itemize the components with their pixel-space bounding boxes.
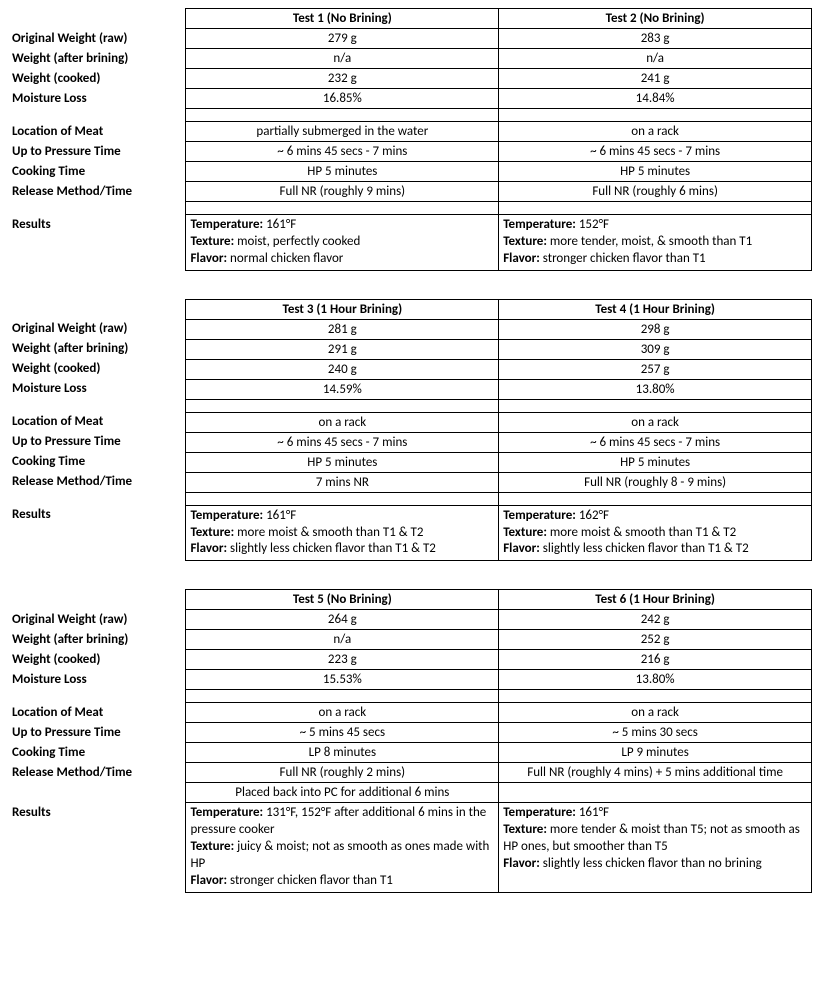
cell-value: ~ 6 mins 45 secs - 7 mins bbox=[499, 142, 812, 162]
row-label: Original Weight (raw) bbox=[8, 610, 186, 630]
cell-value: n/a bbox=[499, 49, 812, 69]
row-label-results: Results bbox=[8, 803, 186, 892]
results-cell: Temperature: 131°F, 152°F after addition… bbox=[186, 803, 499, 892]
row-label: Location of Meat bbox=[8, 412, 186, 432]
row-label: Weight (cooked) bbox=[8, 69, 186, 89]
cell-value: HP 5 minutes bbox=[499, 162, 812, 182]
cell-value: LP 9 minutes bbox=[499, 743, 812, 763]
cell-value: 242 g bbox=[499, 610, 812, 630]
row-label: Up to Pressure Time bbox=[8, 142, 186, 162]
results-cell: Temperature: 161°FTexture: moist, perfec… bbox=[186, 215, 499, 271]
tables-container: Test 1 (No Brining)Test 2 (No Brining) Or… bbox=[8, 8, 812, 893]
cell-value: on a rack bbox=[499, 412, 812, 432]
cell-extra: Placed back into PC for additional 6 min… bbox=[186, 783, 499, 803]
cell-value: HP 5 minutes bbox=[186, 452, 499, 472]
cell-value: 241 g bbox=[499, 69, 812, 89]
results-cell: Temperature: 161°FTexture: more moist & … bbox=[186, 505, 499, 561]
cell-value: 7 mins NR bbox=[186, 472, 499, 492]
cell-value: Full NR (roughly 9 mins) bbox=[186, 182, 499, 202]
test-title: Test 4 (1 Hour Brining) bbox=[499, 299, 812, 319]
cell-value: on a rack bbox=[499, 122, 812, 142]
row-label: Location of Meat bbox=[8, 703, 186, 723]
row-label: Weight (after brining) bbox=[8, 49, 186, 69]
cell-value: 264 g bbox=[186, 610, 499, 630]
cell-value: Full NR (roughly 6 mins) bbox=[499, 182, 812, 202]
row-label: Cooking Time bbox=[8, 162, 186, 182]
cell-value: HP 5 minutes bbox=[499, 452, 812, 472]
row-label: Release Method/Time bbox=[8, 472, 186, 492]
cell-value: 232 g bbox=[186, 69, 499, 89]
row-label: Original Weight (raw) bbox=[8, 319, 186, 339]
test-title: Test 3 (1 Hour Brining) bbox=[186, 299, 499, 319]
cell-value: 252 g bbox=[499, 630, 812, 650]
row-label-results: Results bbox=[8, 505, 186, 561]
row-label: Cooking Time bbox=[8, 743, 186, 763]
cell-value: on a rack bbox=[499, 703, 812, 723]
row-label: Weight (after brining) bbox=[8, 339, 186, 359]
cell-value: 240 g bbox=[186, 359, 499, 379]
row-label-results: Results bbox=[8, 215, 186, 271]
test-pair-table-3: Test 5 (No Brining)Test 6 (1 Hour Brinin… bbox=[8, 589, 812, 892]
row-label: Weight (after brining) bbox=[8, 630, 186, 650]
cell-value: partially submerged in the water bbox=[186, 122, 499, 142]
test-title: Test 6 (1 Hour Brining) bbox=[499, 590, 812, 610]
row-label: Up to Pressure Time bbox=[8, 432, 186, 452]
cell-value: 283 g bbox=[499, 29, 812, 49]
row-label: Original Weight (raw) bbox=[8, 29, 186, 49]
cell-value: n/a bbox=[186, 630, 499, 650]
row-label: Release Method/Time bbox=[8, 182, 186, 202]
cell-value: ~ 6 mins 45 secs - 7 mins bbox=[186, 432, 499, 452]
row-label: Release Method/Time bbox=[8, 763, 186, 783]
cell-value: 14.84% bbox=[499, 89, 812, 109]
cell-value: Full NR (roughly 4 mins) + 5 mins additi… bbox=[499, 763, 812, 783]
test-title: Test 5 (No Brining) bbox=[186, 590, 499, 610]
row-label: Cooking Time bbox=[8, 452, 186, 472]
row-label: Up to Pressure Time bbox=[8, 723, 186, 743]
results-cell: Temperature: 162°FTexture: more moist & … bbox=[499, 505, 812, 561]
cell-value: on a rack bbox=[186, 412, 499, 432]
cell-value: 223 g bbox=[186, 650, 499, 670]
cell-value: ~ 6 mins 45 secs - 7 mins bbox=[499, 432, 812, 452]
results-cell: Temperature: 152°FTexture: more tender, … bbox=[499, 215, 812, 271]
cell-value: 16.85% bbox=[186, 89, 499, 109]
row-label: Moisture Loss bbox=[8, 379, 186, 399]
test-pair-table-1: Test 1 (No Brining)Test 2 (No Brining) Or… bbox=[8, 8, 812, 271]
cell-value: Full NR (roughly 8 - 9 mins) bbox=[499, 472, 812, 492]
row-label: Location of Meat bbox=[8, 122, 186, 142]
cell-value: 309 g bbox=[499, 339, 812, 359]
results-cell: Temperature: 161°FTexture: more tender &… bbox=[499, 803, 812, 892]
cell-value: 14.59% bbox=[186, 379, 499, 399]
cell-value: ~ 5 mins 45 secs bbox=[186, 723, 499, 743]
cell-value: 279 g bbox=[186, 29, 499, 49]
cell-value: 13.80% bbox=[499, 379, 812, 399]
cell-value: HP 5 minutes bbox=[186, 162, 499, 182]
cell-value: 15.53% bbox=[186, 670, 499, 690]
cell-value: 291 g bbox=[186, 339, 499, 359]
row-label: Moisture Loss bbox=[8, 670, 186, 690]
cell-value: 216 g bbox=[499, 650, 812, 670]
row-label: Weight (cooked) bbox=[8, 359, 186, 379]
row-label: Weight (cooked) bbox=[8, 650, 186, 670]
cell-value: Full NR (roughly 2 mins) bbox=[186, 763, 499, 783]
cell-extra bbox=[499, 783, 812, 803]
test-title: Test 2 (No Brining) bbox=[499, 9, 812, 29]
cell-value: 13.80% bbox=[499, 670, 812, 690]
cell-value: ~ 6 mins 45 secs - 7 mins bbox=[186, 142, 499, 162]
cell-value: ~ 5 mins 30 secs bbox=[499, 723, 812, 743]
test-title: Test 1 (No Brining) bbox=[186, 9, 499, 29]
cell-value: 257 g bbox=[499, 359, 812, 379]
cell-value: on a rack bbox=[186, 703, 499, 723]
cell-value: LP 8 minutes bbox=[186, 743, 499, 763]
cell-value: 281 g bbox=[186, 319, 499, 339]
test-pair-table-2: Test 3 (1 Hour Brining)Test 4 (1 Hour Br… bbox=[8, 299, 812, 562]
cell-value: n/a bbox=[186, 49, 499, 69]
cell-value: 298 g bbox=[499, 319, 812, 339]
row-label: Moisture Loss bbox=[8, 89, 186, 109]
